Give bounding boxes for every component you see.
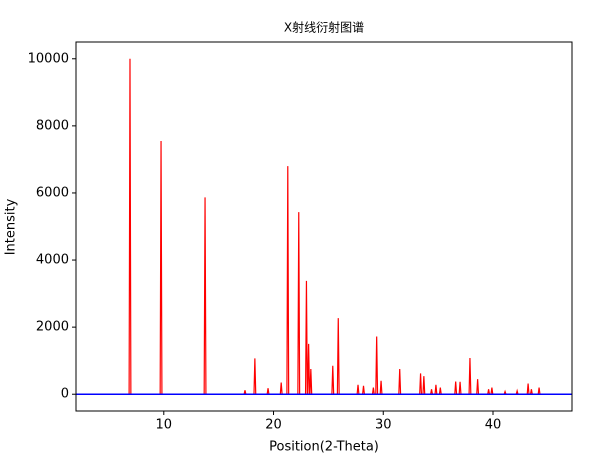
x-tick-label: 30	[375, 418, 392, 433]
y-tick-label: 0	[61, 387, 69, 402]
chart-title: X射线衍射图谱	[284, 20, 364, 35]
x-tick-label: 10	[156, 418, 173, 433]
y-tick-label: 4000	[36, 253, 69, 268]
y-axis-label: Intensity	[4, 198, 19, 255]
x-tick-label: 20	[265, 418, 282, 433]
y-tick-label: 8000	[36, 118, 69, 133]
series-line	[81, 58, 546, 395]
y-tick-label: 10000	[28, 51, 69, 66]
x-axis-label: Position(2-Theta)	[269, 440, 379, 455]
x-tick-label: 40	[485, 418, 502, 433]
plot-frame	[75, 41, 573, 412]
y-tick-label: 2000	[36, 320, 69, 335]
y-tick-label: 6000	[36, 185, 69, 200]
